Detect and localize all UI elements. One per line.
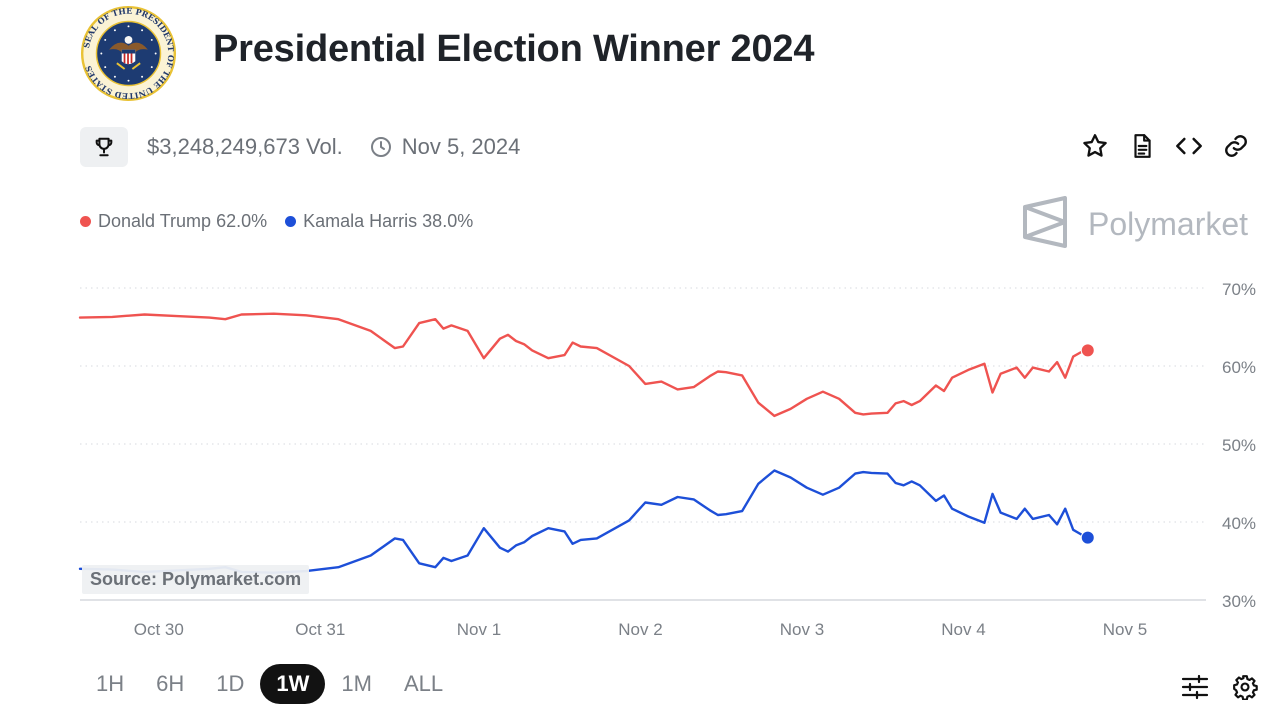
chart-controls [1180, 672, 1260, 702]
page-title: Presidential Election Winner 2024 [213, 28, 815, 70]
document-icon[interactable] [1127, 130, 1156, 162]
legend-name-trump: Donald Trump [98, 211, 212, 231]
polymarket-brand: Polymarket [1022, 196, 1248, 253]
polymarket-wordmark: Polymarket [1088, 206, 1249, 242]
timeframe-1w-button[interactable]: 1W [260, 664, 326, 704]
x-tick-label: Nov 4 [941, 620, 985, 639]
volume-text: $3,248,249,673 Vol. [147, 134, 343, 159]
clock-icon [369, 135, 393, 159]
x-tick-label: Nov 1 [457, 620, 501, 639]
timeframe-6h-button[interactable]: 6H [156, 671, 185, 696]
star-icon[interactable] [1080, 130, 1109, 162]
trophy-icon[interactable] [80, 127, 128, 167]
series-end-point-trump [1080, 343, 1095, 358]
y-tick-label: 50% [1222, 436, 1256, 455]
series-line-harris [78, 469, 1090, 574]
market-actions [1080, 130, 1250, 162]
timeframe-1h-button[interactable]: 1H [96, 671, 125, 696]
legend-entry-trump: Donald Trump 62.0% [80, 211, 267, 232]
x-tick-label: Oct 30 [134, 620, 184, 639]
chart-legend: Donald Trump 62.0% Kamala Harris 38.0% [80, 211, 491, 232]
polymarket-logo-icon [1022, 196, 1068, 253]
legend-value-trump: 62.0% [216, 211, 268, 231]
series-end-point-harris [1080, 530, 1095, 545]
market-meta: $3,248,249,673 Vol. Nov 5, 2024 [80, 126, 520, 168]
y-tick-label: 70% [1222, 280, 1256, 299]
legend-dot-harris [285, 216, 297, 227]
y-tick-label: 30% [1222, 592, 1256, 611]
legend-value-harris: 38.0% [422, 211, 474, 231]
end-date-text: Nov 5, 2024 [401, 134, 521, 159]
y-tick-label: 60% [1222, 358, 1256, 377]
timeframe-selector: 1H 6H 1D 1W 1M ALL [80, 664, 459, 704]
x-tick-label: Oct 31 [295, 620, 345, 639]
sliders-icon[interactable] [1180, 672, 1210, 702]
timeframe-1d-button[interactable]: 1D [216, 671, 245, 696]
presidential-seal: SEAL OF THE PRESIDENT OF THE UNITED STAT… [80, 5, 177, 102]
timeframe-all-button[interactable]: ALL [403, 671, 444, 696]
series-line-trump [78, 312, 1090, 418]
y-tick-label: 40% [1222, 514, 1256, 533]
legend-dot-trump [80, 216, 91, 227]
x-tick-label: Nov 5 [1103, 620, 1147, 639]
legend-entry-harris: Kamala Harris 38.0% [285, 211, 473, 232]
x-tick-label: Nov 2 [618, 620, 662, 639]
code-icon[interactable] [1174, 130, 1203, 162]
gear-icon[interactable] [1230, 672, 1260, 702]
source-label: Source: Polymarket.com [82, 565, 310, 594]
link-icon[interactable] [1221, 130, 1250, 162]
legend-name-harris: Kamala Harris [303, 211, 418, 231]
timeframe-1m-button[interactable]: 1M [341, 671, 372, 696]
x-tick-label: Nov 3 [780, 620, 824, 639]
